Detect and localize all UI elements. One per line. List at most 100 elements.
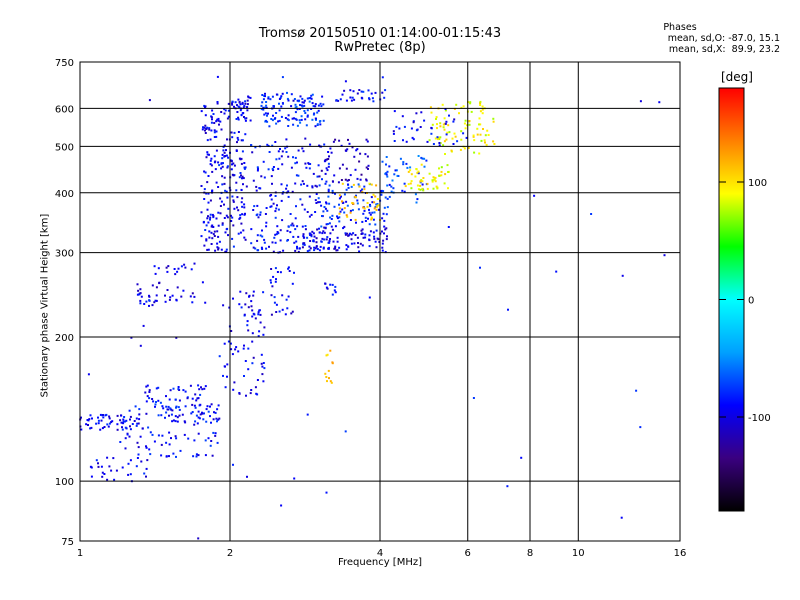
data-point-10 (99, 428, 102, 431)
data-point-982 (303, 104, 306, 107)
data-point-1537 (473, 139, 476, 142)
data-point-166 (257, 335, 260, 338)
data-point-1061 (287, 266, 290, 269)
data-point-1655 (621, 274, 624, 277)
data-point-1484 (454, 135, 457, 138)
data-point-1111 (304, 228, 307, 231)
data-point-1429 (414, 175, 417, 178)
data-point-1272 (325, 158, 328, 161)
data-point-869 (317, 201, 320, 204)
data-point-1165 (359, 242, 362, 245)
data-point-1182 (327, 195, 330, 198)
data-point-29 (129, 415, 132, 418)
data-point-620 (213, 136, 216, 138)
data-point-1514 (443, 117, 446, 120)
data-point-300 (168, 431, 171, 434)
data-point-119 (144, 391, 147, 394)
data-point-1116 (346, 232, 349, 235)
data-point-1419 (416, 184, 419, 187)
data-point-534 (233, 105, 235, 108)
data-point-1300 (364, 153, 367, 156)
data-point-53 (87, 424, 89, 426)
data-point-1019 (314, 117, 317, 120)
data-point-1147 (311, 230, 314, 233)
data-point-1299 (349, 174, 352, 177)
data-point-536 (244, 212, 246, 215)
data-point-1600 (326, 287, 329, 290)
data-point-616 (242, 183, 244, 186)
data-point-1628 (337, 99, 340, 102)
data-point-764 (279, 148, 281, 150)
data-point-1447 (409, 169, 412, 172)
data-point-1073 (374, 240, 377, 243)
data-point-32 (97, 416, 99, 419)
data-point-464 (227, 102, 230, 105)
data-point-794 (308, 167, 311, 170)
data-point-101 (148, 389, 151, 392)
data-point-915 (312, 113, 315, 116)
data-point-1641 (658, 101, 661, 104)
data-point-377 (175, 299, 178, 302)
data-point-1064 (273, 296, 276, 299)
data-point-126 (216, 420, 218, 423)
data-point-1331 (338, 207, 341, 210)
data-point-417 (221, 157, 224, 160)
data-point-291 (177, 406, 180, 409)
data-point-1312 (334, 138, 337, 141)
data-point-1324 (345, 214, 348, 217)
data-point-554 (222, 145, 225, 148)
data-point-212 (232, 388, 235, 391)
data-point-130 (210, 421, 212, 424)
data-point-519 (202, 221, 205, 224)
data-point-943 (302, 101, 305, 104)
data-point-802 (299, 198, 302, 201)
data-point-1332 (352, 183, 355, 186)
data-point-307 (199, 403, 202, 406)
data-point-1594 (325, 376, 328, 378)
data-point-799 (324, 182, 327, 185)
data-point-1220 (331, 189, 334, 192)
data-point-1302 (356, 148, 359, 151)
data-point-496 (207, 248, 210, 251)
data-point-1380 (421, 157, 424, 160)
data-point-198 (244, 360, 247, 362)
data-point-275 (141, 427, 144, 430)
data-point-557 (226, 196, 229, 199)
data-point-1132 (315, 245, 318, 248)
data-point-1249 (359, 189, 362, 192)
data-point-290 (183, 420, 186, 423)
data-point-450 (220, 167, 223, 170)
data-point-1566 (430, 126, 433, 129)
data-point-954 (286, 97, 289, 100)
data-point-132 (195, 414, 198, 417)
x-tick-label-2: 4 (377, 548, 383, 559)
data-point-967 (278, 119, 281, 122)
data-point-547 (215, 181, 218, 184)
data-point-751 (325, 167, 328, 170)
data-point-691 (262, 160, 265, 163)
stats-heading: Phases (663, 22, 697, 33)
data-point-190 (227, 340, 230, 343)
data-point-1276 (351, 146, 354, 149)
data-point-1595 (326, 380, 328, 383)
data-point-544 (216, 118, 219, 121)
data-point-1319 (358, 185, 361, 188)
data-point-1474 (431, 123, 434, 126)
data-point-1636 (335, 99, 338, 102)
data-point-1338 (363, 188, 366, 191)
data-point-1493 (485, 143, 488, 146)
data-point-324 (183, 433, 186, 436)
data-point-1582 (403, 125, 406, 128)
data-point-1274 (340, 179, 343, 181)
data-point-1680 (293, 477, 296, 480)
data-point-1620 (362, 90, 365, 93)
x-tick-label-0: 1 (77, 548, 83, 559)
data-point-257 (89, 465, 92, 468)
data-point-1526 (451, 137, 454, 140)
data-point-1617 (349, 89, 352, 92)
data-point-782 (317, 164, 320, 167)
data-point-80 (209, 415, 211, 418)
data-point-186 (243, 375, 245, 377)
data-point-1017 (300, 118, 303, 121)
